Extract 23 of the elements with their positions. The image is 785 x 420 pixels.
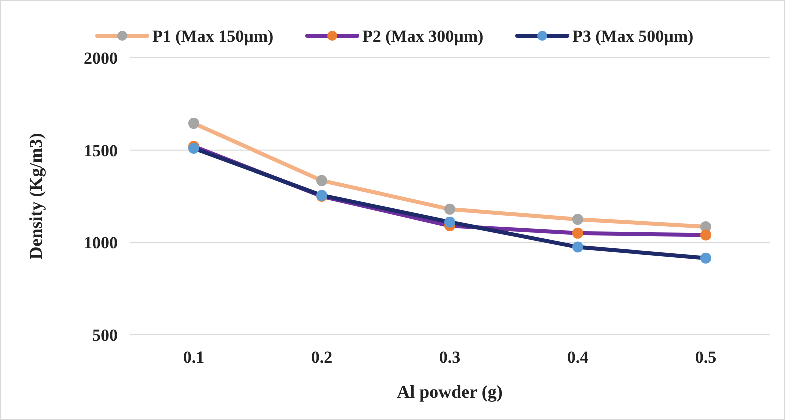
point (188, 118, 200, 130)
point (700, 230, 712, 241)
y-tick-label: 1500 (84, 141, 118, 160)
x-tick-label: 0.1 (183, 348, 205, 367)
point (572, 242, 584, 253)
y-tick-label: 1000 (84, 234, 118, 253)
x-tick-label: 0.2 (311, 348, 333, 367)
legend-label: P1 (Max 150µm) (152, 26, 274, 46)
x-tick-label: 0.5 (695, 348, 717, 367)
point (572, 228, 584, 239)
y-tick-label: 500 (92, 326, 118, 345)
legend-label: P3 (Max 500µm) (572, 26, 694, 46)
y-axis-title: Density (Kg/m3) (26, 133, 46, 260)
point (444, 216, 456, 228)
y-tick-label: 2000 (84, 48, 118, 68)
x-tick-label: 0.3 (439, 348, 461, 367)
point (700, 252, 712, 264)
x-tick-label: 0.4 (567, 348, 590, 367)
x-axis-title: Al powder (g) (397, 382, 503, 402)
point (572, 214, 584, 226)
point (444, 204, 456, 215)
point (316, 175, 328, 186)
legend-label: P2 (Max 300µm) (362, 26, 484, 46)
